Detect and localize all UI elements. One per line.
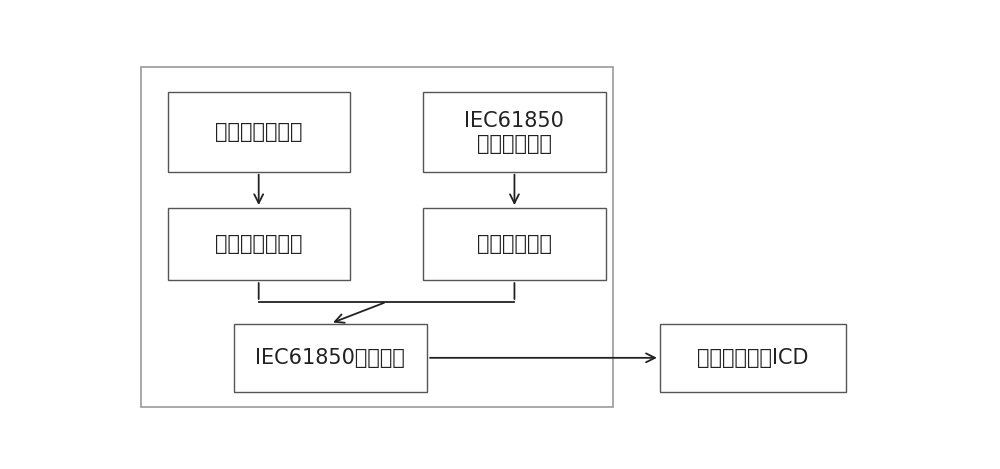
Text: IEC61850
数据模板构建: IEC61850 数据模板构建 xyxy=(464,111,564,154)
Bar xyxy=(168,92,350,172)
Text: 映射规则构建: 映射规则构建 xyxy=(477,234,552,254)
Bar xyxy=(140,67,613,407)
Text: 自定义映射规则: 自定义映射规则 xyxy=(215,234,302,254)
Bar xyxy=(423,92,606,172)
Bar xyxy=(234,324,427,392)
Bar xyxy=(660,324,846,392)
Text: IEC61850模型生成: IEC61850模型生成 xyxy=(255,348,405,368)
Bar xyxy=(168,208,350,280)
Bar xyxy=(423,208,606,280)
Text: 装置内模型构建: 装置内模型构建 xyxy=(215,122,302,142)
Text: 装置能力描述ICD: 装置能力描述ICD xyxy=(697,348,808,368)
